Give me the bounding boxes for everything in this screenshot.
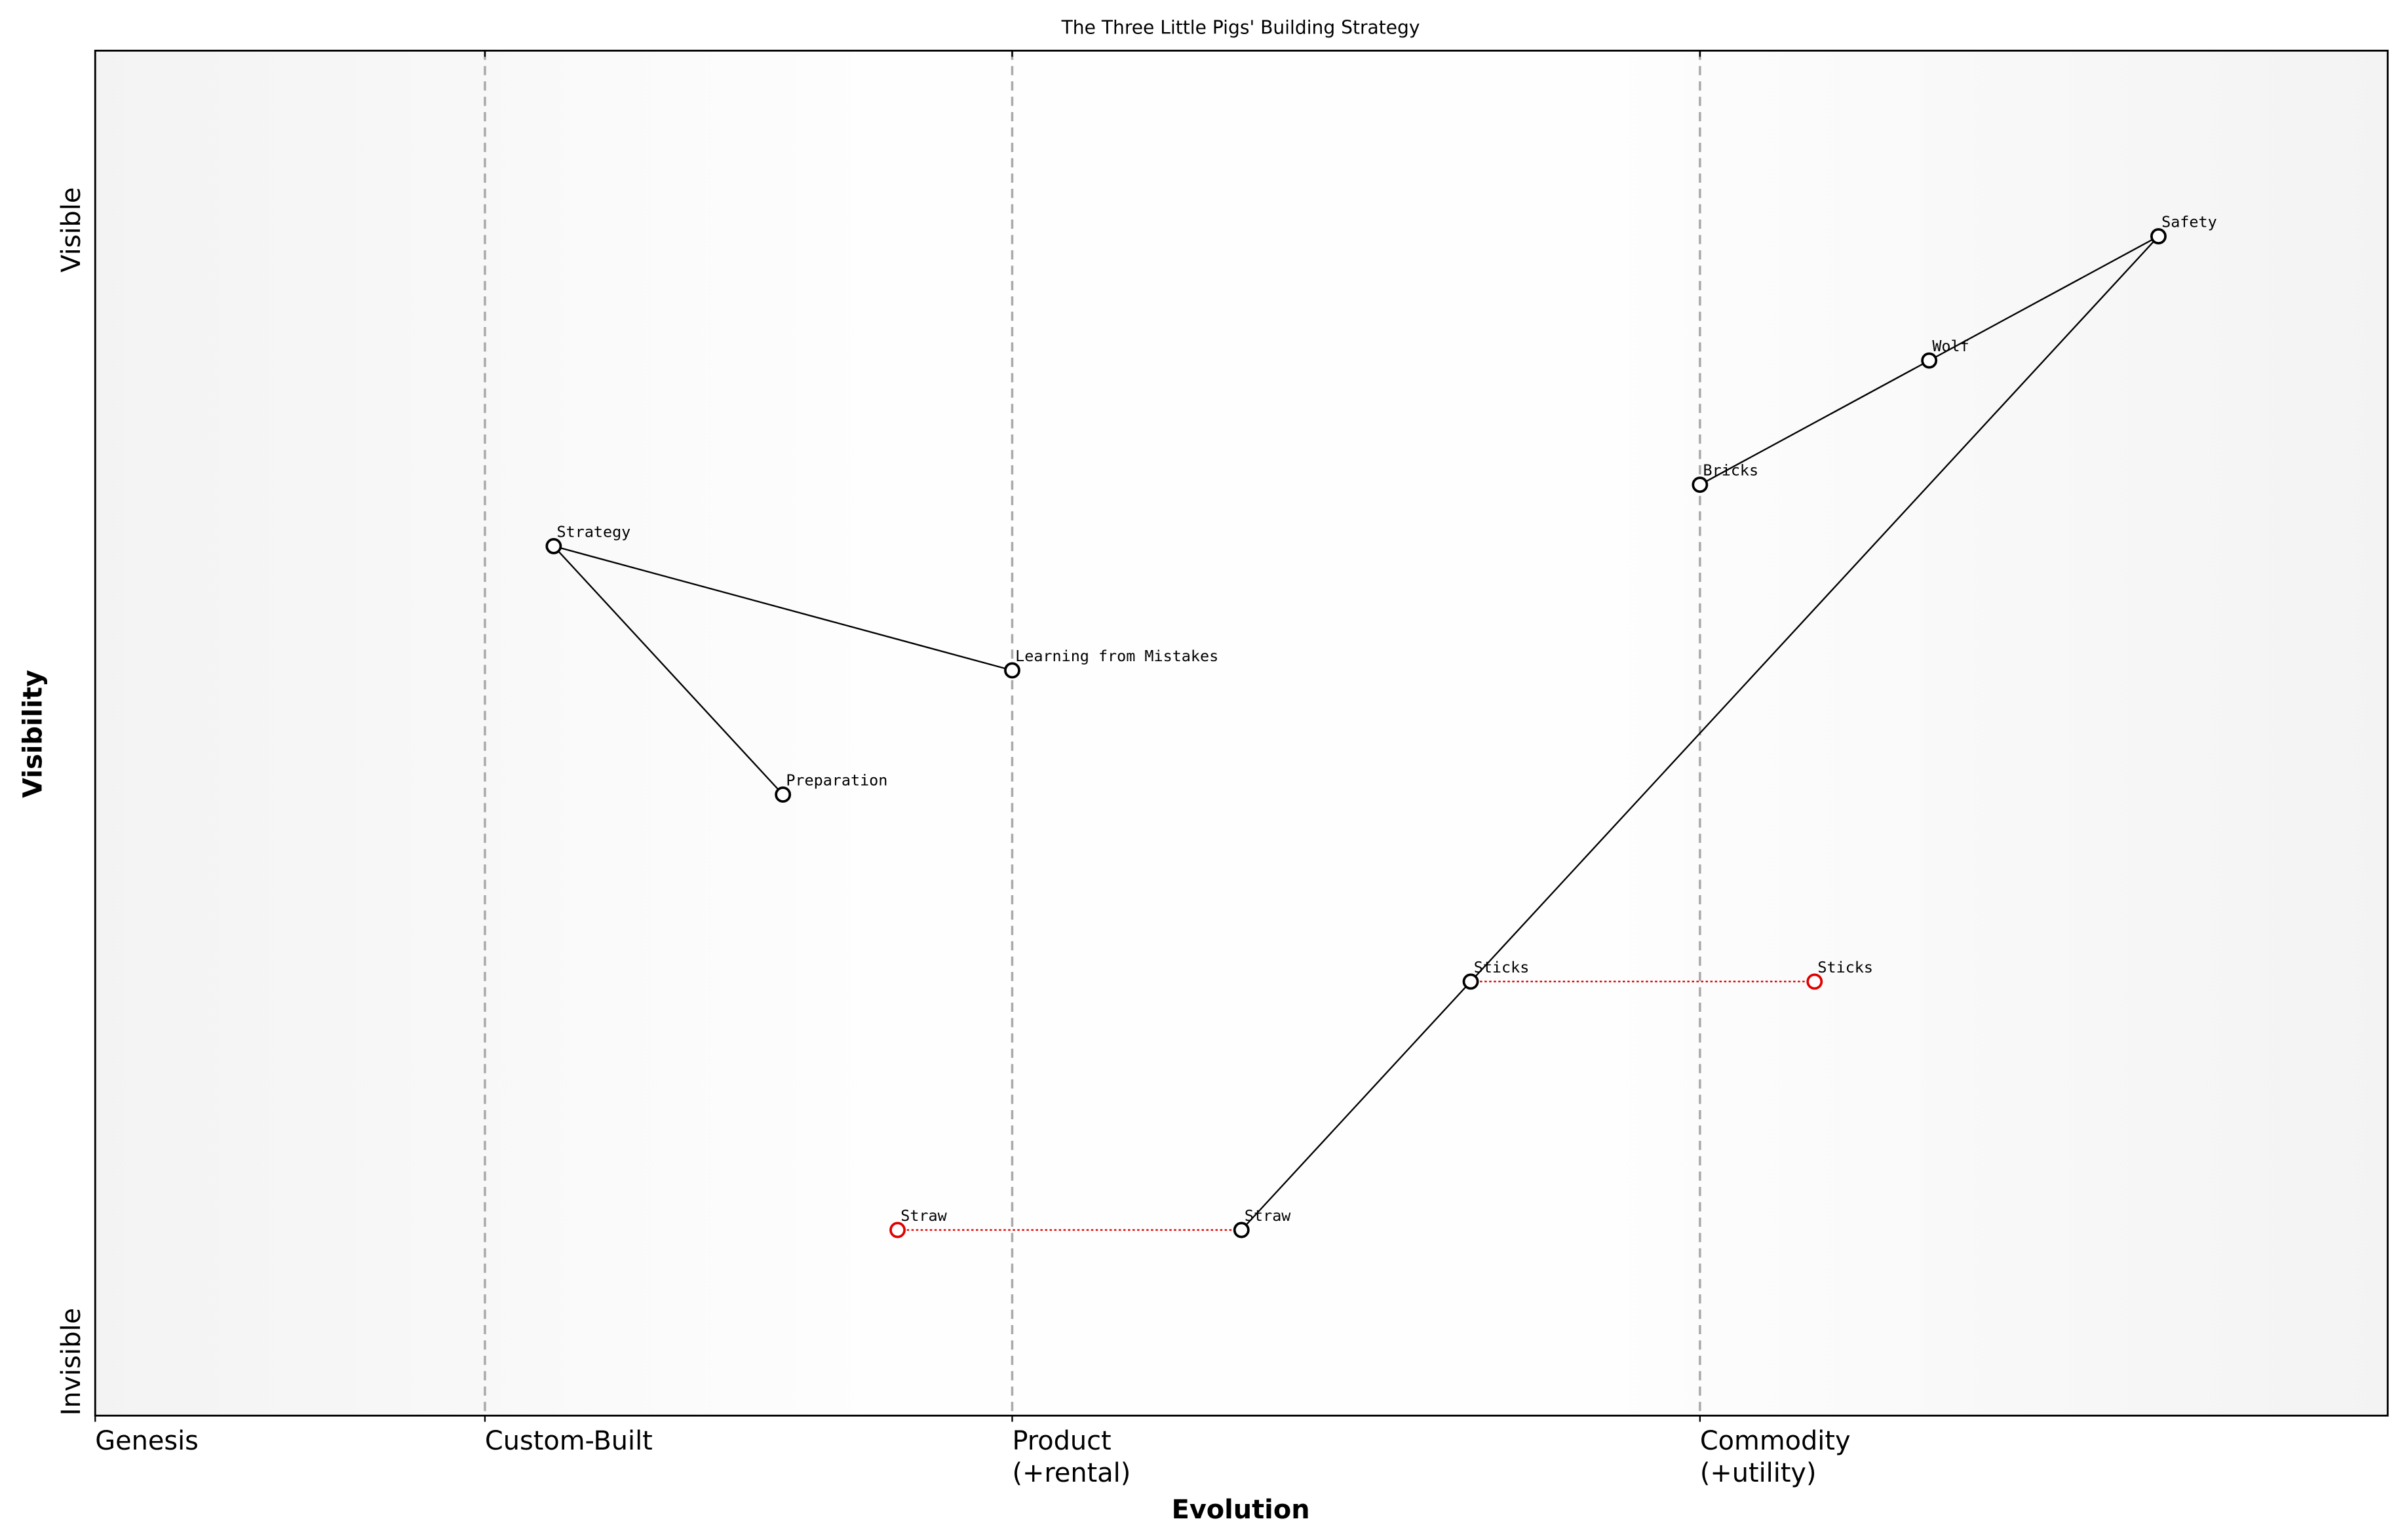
x-tick-label: Product — [1012, 1426, 1111, 1456]
node — [1692, 476, 1709, 493]
link — [1699, 360, 1930, 486]
x-tick-label: Commodity — [1700, 1426, 1851, 1456]
link — [1470, 235, 2159, 982]
y-tick-label: Invisible — [56, 1308, 87, 1415]
link — [553, 545, 1013, 672]
node — [775, 786, 792, 803]
chart-title: The Three Little Pigs' Building Strategy — [1061, 17, 1420, 39]
plot: Genesis Custom-Built Product(+rental) Commo… — [56, 50, 2217, 1488]
node-label: Learning from Mistakes — [1015, 647, 1218, 665]
node-label: Bricks — [1703, 461, 1759, 480]
node — [1233, 1222, 1250, 1239]
x-axis-label: Evolution — [1172, 1495, 1310, 1525]
y-tick-label: Visible — [56, 187, 87, 273]
node-label: Straw — [900, 1206, 947, 1225]
link — [1241, 981, 1471, 1231]
node — [1806, 973, 1823, 990]
plot-frame — [94, 49, 2389, 1417]
x-tick-label: (+rental) — [1012, 1458, 1131, 1488]
node — [1921, 352, 1938, 369]
node-label: Sticks — [1474, 958, 1530, 976]
node — [545, 537, 562, 554]
plot-background — [95, 50, 2388, 1416]
node-label: Safety — [2161, 213, 2217, 231]
x-tick-label: (+utility) — [1700, 1458, 1817, 1488]
link — [1929, 235, 2159, 362]
x-tick-label: Genesis — [95, 1426, 199, 1456]
node-label: Wolf — [1932, 337, 1969, 355]
node-label: Preparation — [786, 771, 887, 789]
node-label: Straw — [1245, 1206, 1291, 1225]
link — [552, 545, 784, 796]
node — [1004, 662, 1020, 679]
node — [2150, 228, 2167, 245]
node-label: Strategy — [557, 522, 631, 541]
node-label: Sticks — [1817, 958, 1873, 976]
y-axis-label: Visibility — [18, 670, 48, 798]
x-tick-label: Custom-Built — [485, 1426, 653, 1456]
node — [1462, 973, 1479, 990]
node — [889, 1222, 906, 1239]
